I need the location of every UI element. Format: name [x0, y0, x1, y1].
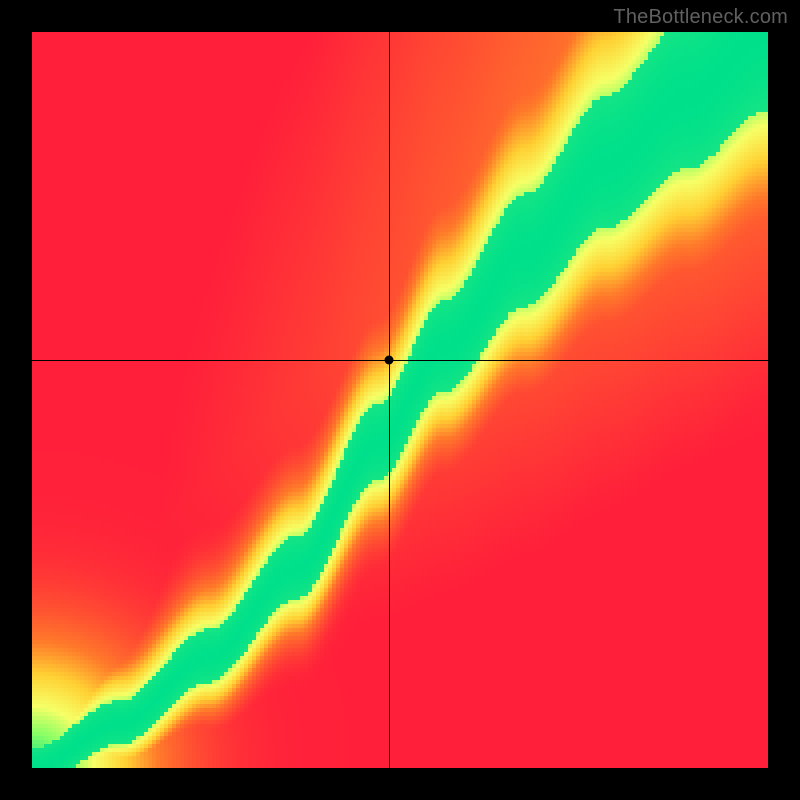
watermark-text: TheBottleneck.com: [613, 6, 788, 29]
crosshair-vertical: [389, 32, 390, 768]
heatmap-canvas: [32, 32, 768, 768]
crosshair-horizontal: [32, 360, 768, 361]
chart-container: TheBottleneck.com: [0, 0, 800, 800]
crosshair-marker: [384, 355, 393, 364]
plot-area: [32, 32, 768, 768]
